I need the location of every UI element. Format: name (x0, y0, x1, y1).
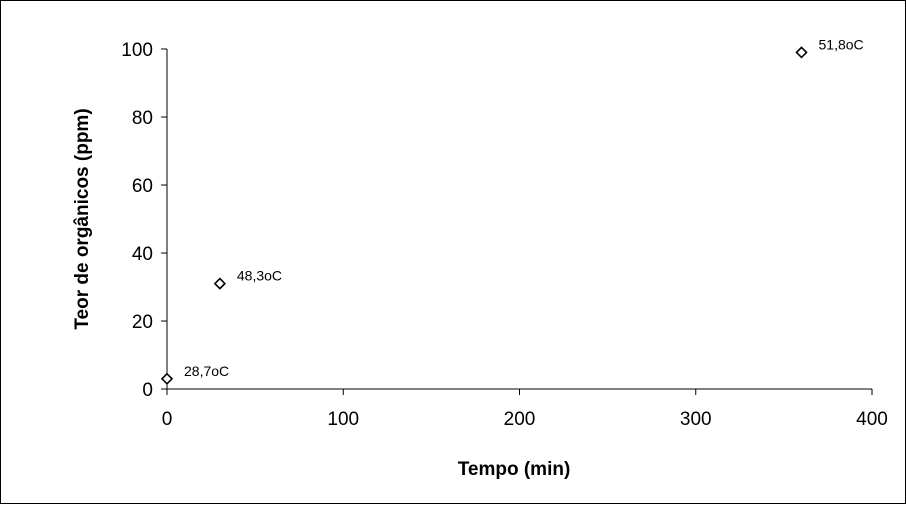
x-tick-label: 0 (162, 409, 173, 430)
data-point-label: 28,7oC (184, 363, 229, 379)
x-tick-label: 400 (856, 409, 888, 430)
y-ticks: 0 20 40 60 80 100 (121, 40, 167, 401)
data-point-label: 48,3oC (237, 268, 282, 284)
point-labels: 28,7oC 48,3oC 51,8oC (184, 36, 864, 378)
x-tick-label: 200 (504, 409, 536, 430)
x-ticks: 0 100 200 300 400 (162, 389, 888, 430)
data-point-label: 51,8oC (819, 36, 864, 52)
data-point (795, 46, 808, 59)
data-point (213, 277, 227, 290)
x-tick-label: 300 (680, 409, 712, 430)
y-tick-label: 100 (121, 40, 153, 61)
y-tick-label: 60 (132, 176, 153, 197)
y-tick-label: 0 (142, 380, 153, 401)
data-point (160, 372, 174, 385)
y-axis-title: Teor de orgânicos (ppm) (72, 108, 93, 329)
x-axis-title: Tempo (min) (458, 459, 571, 480)
data-points (160, 46, 808, 385)
y-tick-label: 80 (132, 108, 153, 129)
x-tick-label: 100 (327, 409, 359, 430)
y-tick-label: 40 (132, 244, 153, 265)
axes (166, 49, 872, 390)
y-tick-label: 20 (132, 312, 153, 333)
